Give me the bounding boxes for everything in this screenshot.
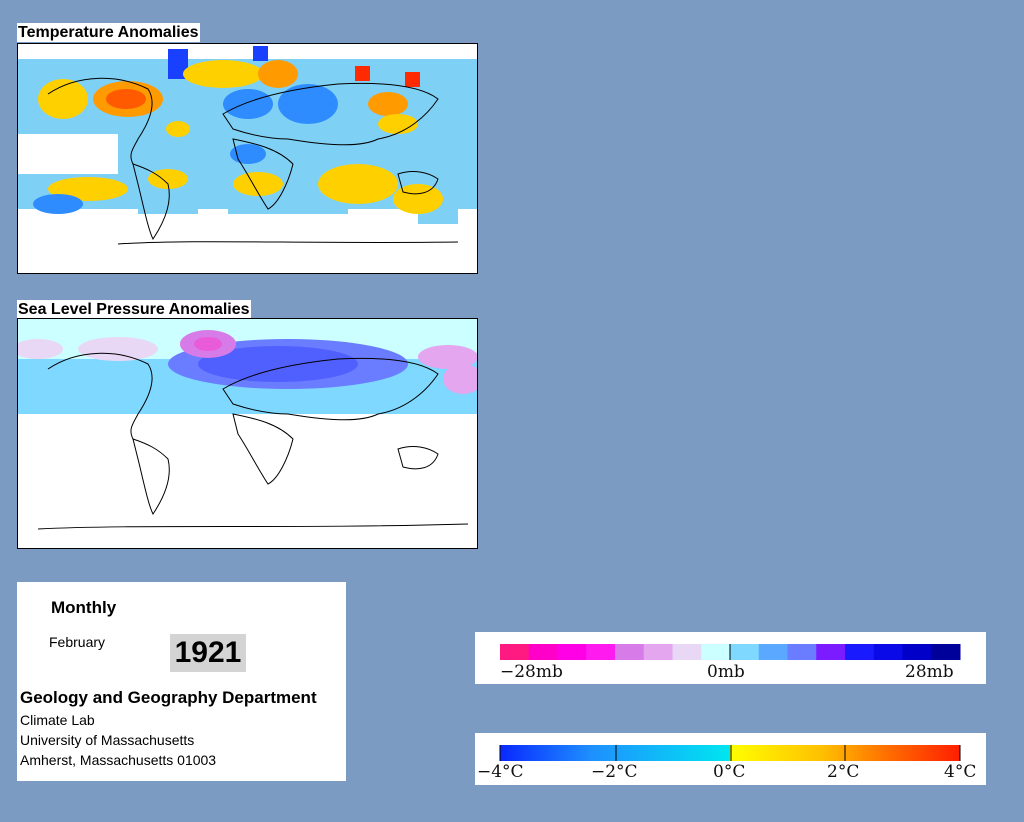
address-line: University of Massachusetts — [20, 732, 195, 748]
temperature-legend-label: 0°C — [713, 762, 745, 782]
temperature-legend-label: 4°C — [944, 762, 976, 782]
pressure-legend-swatch — [528, 644, 558, 660]
pressure-legend-swatch — [873, 644, 903, 660]
pressure-legend-swatch — [586, 644, 616, 660]
month-label: February — [49, 634, 106, 650]
pressure-legend-min-label: −28mb — [500, 662, 563, 682]
temperature-legend: −4°C −2°C 0°C 2°C 4°C — [475, 733, 986, 785]
address-line: Amherst, Massachusetts 01003 — [20, 752, 217, 768]
pressure-map-title: Sea Level Pressure Anomalies — [17, 300, 251, 319]
info-panel: Monthly February 1921 Geology and Geogra… — [17, 582, 346, 781]
pressure-legend-zero-label: 0mb — [707, 662, 745, 682]
pressure-legend-swatch — [500, 644, 530, 660]
year-display: 1921 — [170, 634, 246, 672]
address-line: Climate Lab — [20, 712, 95, 728]
pressure-legend-swatch — [845, 644, 875, 660]
pressure-anomaly-map — [17, 318, 478, 549]
pressure-legend-swatch — [643, 644, 673, 660]
pressure-legend-swatch — [931, 644, 961, 660]
temperature-map-title: Temperature Anomalies — [17, 23, 200, 42]
pressure-legend-swatch — [730, 644, 760, 660]
pressure-legend-swatch — [701, 644, 731, 660]
pressure-legend-max-label: 28mb — [905, 662, 954, 682]
pressure-legend-swatch — [615, 644, 645, 660]
pressure-legend-swatch — [557, 644, 587, 660]
department-name: Geology and Geography Department — [20, 688, 317, 707]
period-label: Monthly — [51, 598, 117, 617]
pressure-legend-swatch — [787, 644, 817, 660]
temperature-color-bar — [500, 745, 960, 761]
pressure-legend-swatch — [816, 644, 846, 660]
pressure-legend: −28mb 0mb 28mb — [475, 632, 986, 684]
temperature-legend-label: −4°C — [477, 762, 524, 782]
temperature-anomaly-map — [17, 43, 478, 274]
pressure-legend-swatch — [672, 644, 702, 660]
temperature-legend-label: 2°C — [827, 762, 859, 782]
pressure-legend-swatch — [902, 644, 932, 660]
pressure-legend-swatch — [758, 644, 788, 660]
temperature-legend-label: −2°C — [591, 762, 638, 782]
